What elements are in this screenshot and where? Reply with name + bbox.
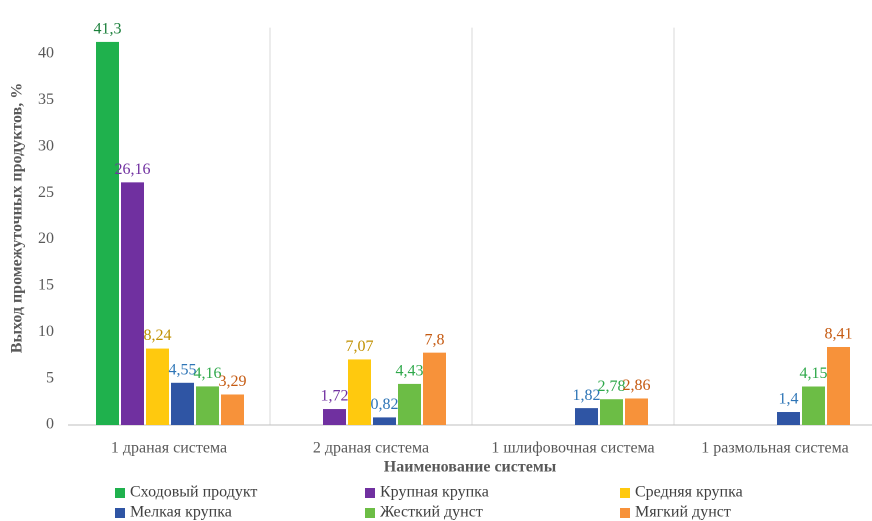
bar [777,412,800,425]
data-label: 4,16 [194,365,222,382]
y-axis-title: Выход промежуточных продуктов, % [9,83,26,353]
bar [196,386,219,425]
x-tick-label: 1 шлифовочная система [491,440,654,457]
bar [827,346,850,425]
data-label: 8,41 [825,326,853,343]
legend-swatch [115,488,125,498]
data-label: 0,82 [371,396,399,413]
x-tick-label: 2 драная система [313,440,429,457]
bar [221,394,244,425]
x-tick-label: 1 драная система [111,440,227,457]
data-label: 26,16 [115,161,151,178]
data-label: 8,24 [144,327,172,344]
y-tick-label: 10 [38,323,54,340]
y-tick-label: 25 [38,184,54,201]
data-label: 3,29 [219,373,247,390]
data-label: 2,86 [623,377,651,394]
y-tick-label: 40 [38,45,54,62]
legend-swatch [620,508,630,518]
data-label: 4,15 [800,365,828,382]
bar [600,399,623,425]
y-tick-label: 5 [46,369,54,386]
legend-label: Мелкая крупка [130,504,232,521]
bar [423,352,446,425]
bar [171,382,194,425]
data-label: 4,55 [169,361,197,378]
legend-label: Сходовый продукт [130,484,257,501]
bar [802,386,825,425]
legend-swatch [620,488,630,498]
data-label: 7,07 [346,338,374,355]
legend-swatch [365,488,375,498]
data-label: 4,43 [396,363,424,380]
legend-label: Мягкий дунст [635,504,731,521]
data-label: 41,3 [94,21,122,38]
y-tick-label: 20 [38,230,54,247]
x-tick-label: 1 размольная система [701,440,848,457]
bar [121,182,144,425]
bar [625,398,648,425]
bar [398,383,421,425]
bar [96,41,119,425]
bar [323,409,346,425]
bar [348,359,371,425]
y-tick-label: 0 [46,416,54,433]
legend-swatch [365,508,375,518]
data-label: 2,78 [598,378,626,395]
data-label: 1,4 [779,391,799,408]
bar [575,408,598,425]
x-axis-title: Наименование системы [384,459,557,476]
data-label: 1,72 [321,388,349,405]
bar [146,348,169,425]
data-label: 1,82 [573,387,601,404]
legend-swatch [115,508,125,518]
legend-label: Средняя крупка [635,484,743,501]
data-label: 7,8 [425,331,445,348]
legend-label: Крупная крупка [380,484,489,501]
bar [373,417,396,425]
y-tick-label: 15 [38,277,54,294]
y-tick-label: 30 [38,137,54,154]
y-tick-label: 35 [38,91,54,108]
legend-label: Жесткий дунст [380,504,483,521]
